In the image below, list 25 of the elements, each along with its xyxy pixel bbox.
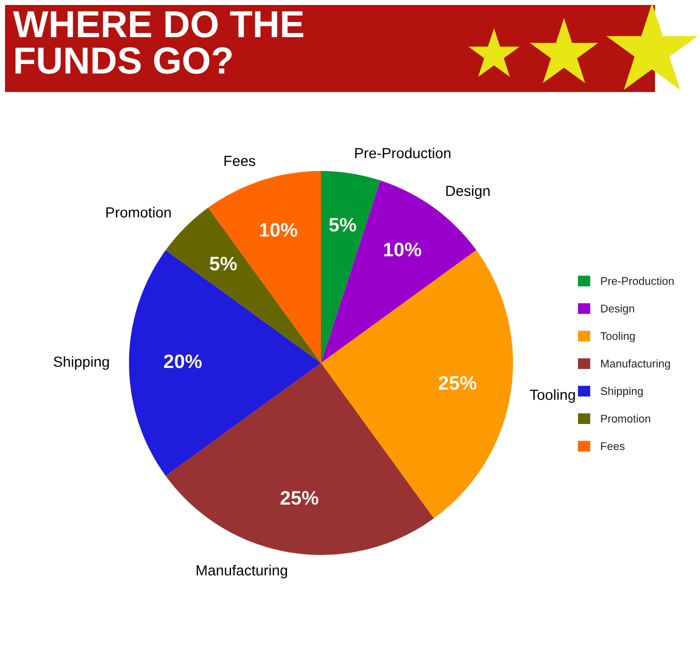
slice-label: Shipping (54, 356, 109, 370)
pie-slice (321, 171, 380, 363)
data-label: 20% (164, 354, 202, 368)
pie-slice (208, 171, 321, 363)
legend-label: Tooling (600, 332, 635, 342)
slice-label: Pre-Production (355, 148, 450, 158)
data-label: 25% (280, 490, 318, 505)
slice-label: Promotion (106, 206, 171, 218)
slice-label: Fees (224, 156, 256, 166)
data-label: 10% (260, 222, 298, 237)
data-label: 5% (329, 218, 356, 232)
data-label: 5% (210, 256, 237, 270)
legend-label: Pre-Production (601, 276, 674, 285)
legend-label: Shipping (600, 386, 643, 398)
data-label: 10% (384, 242, 422, 256)
legend-label: Fees (601, 442, 625, 450)
legend-label: Promotion (601, 414, 650, 423)
legend-label: Design (601, 304, 634, 315)
slice-label: Manufacturing (196, 564, 288, 578)
data-label: 25% (438, 376, 476, 390)
pie-slice (129, 250, 321, 476)
slice-label: Tooling (530, 389, 575, 403)
chart-title: WHERE DO THE FUNDS GO? (13, 10, 304, 74)
slice-label: Design (446, 185, 490, 199)
legend-label: Manufacturing (601, 359, 670, 370)
